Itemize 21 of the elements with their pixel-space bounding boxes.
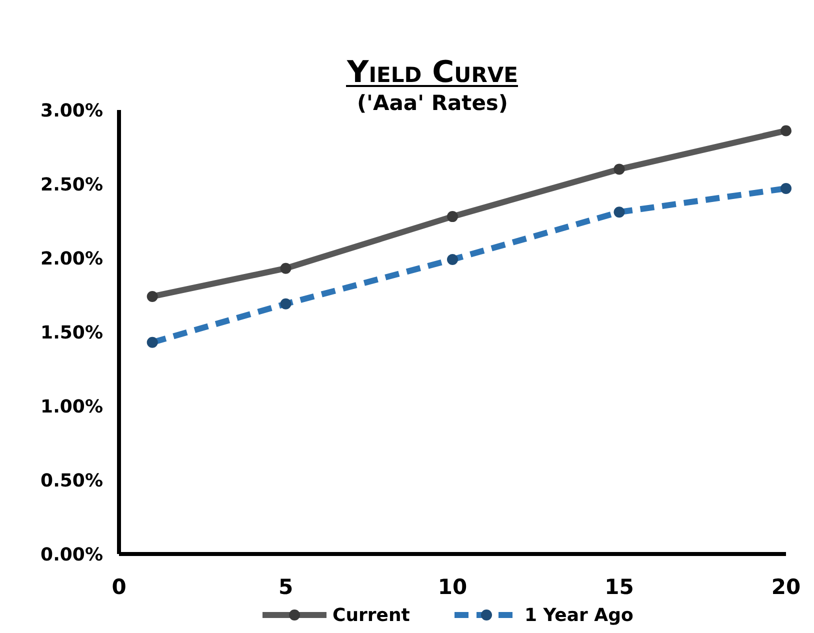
point [280, 262, 292, 274]
y-tick-label: 2.00% [40, 248, 103, 270]
chart-title: Yield Curve [346, 55, 518, 90]
y-tick-label: 0.00% [40, 544, 103, 566]
x-tick-label: 5 [278, 575, 294, 599]
legend-label: 1 Year Ago [524, 605, 634, 626]
y-tick-label: 0.50% [40, 470, 103, 492]
y-tick-label: 1.00% [40, 396, 103, 418]
point [780, 125, 792, 136]
y-tick-label: 3.00% [40, 100, 103, 122]
point [447, 211, 458, 222]
legend-label: Current [332, 605, 410, 626]
point [146, 290, 158, 302]
point [614, 164, 625, 175]
x-tick-label: 10 [438, 575, 468, 599]
x-tick-label: 0 [112, 575, 126, 599]
y-tick-label: 2.50% [40, 174, 103, 196]
chart-subtitle: ('Aaa' Rates) [356, 91, 508, 115]
x-tick-label: 20 [771, 575, 801, 599]
y-tick-label: 1.50% [40, 322, 103, 344]
x-tick-label: 15 [604, 575, 634, 599]
